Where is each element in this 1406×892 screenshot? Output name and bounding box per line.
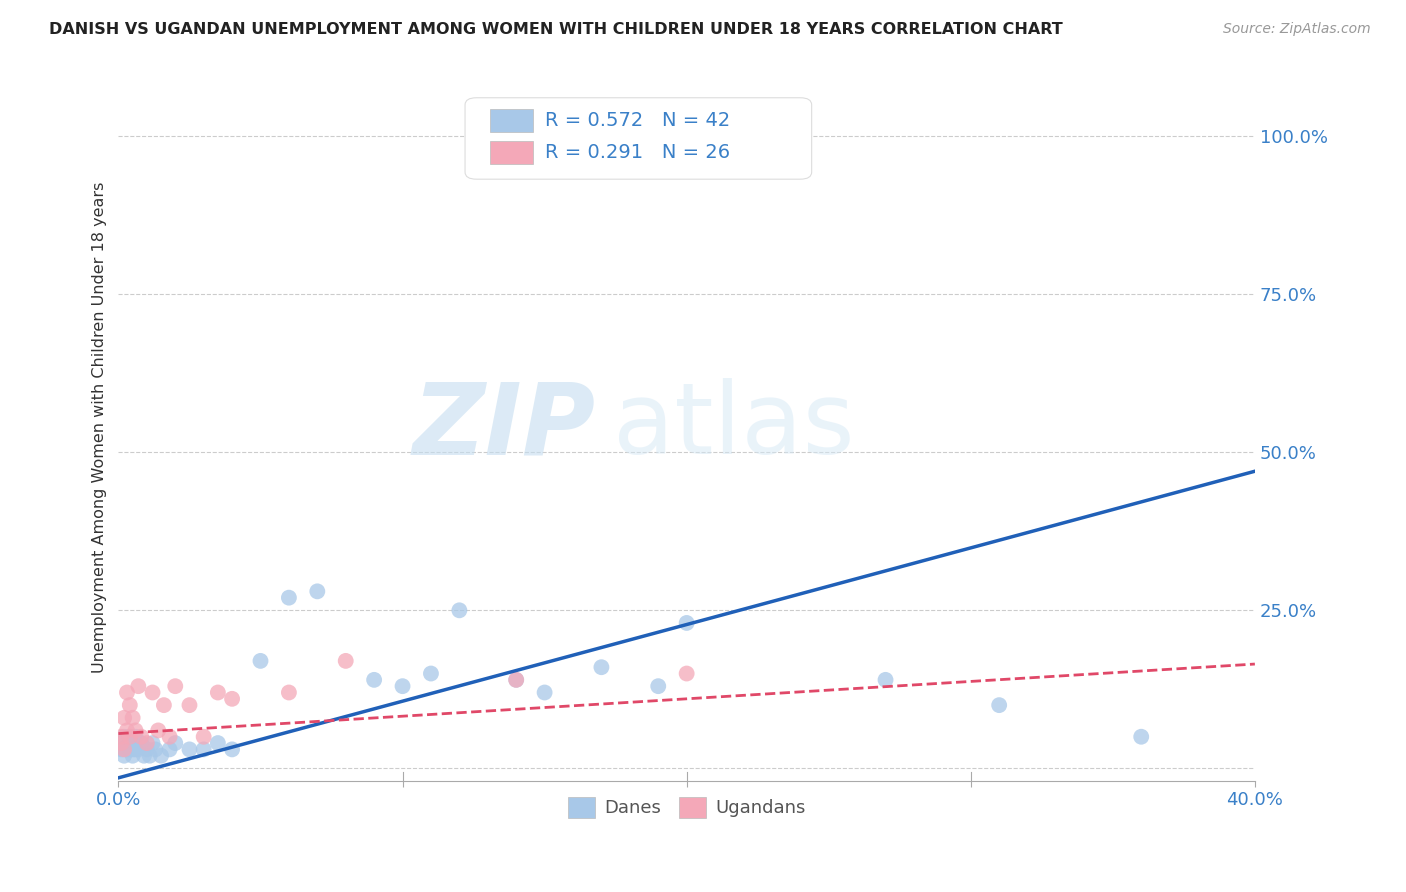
Point xyxy=(135,742,157,756)
Point xyxy=(127,679,149,693)
Point xyxy=(363,673,385,687)
Y-axis label: Unemployment Among Women with Children Under 18 years: Unemployment Among Women with Children U… xyxy=(93,181,107,673)
Text: Source: ZipAtlas.com: Source: ZipAtlas.com xyxy=(1223,22,1371,37)
Point xyxy=(112,748,135,763)
Point xyxy=(420,666,443,681)
Text: R = 0.572   N = 42: R = 0.572 N = 42 xyxy=(544,111,730,130)
Text: DANISH VS UGANDAN UNEMPLOYMENT AMONG WOMEN WITH CHILDREN UNDER 18 YEARS CORRELAT: DANISH VS UGANDAN UNEMPLOYMENT AMONG WOM… xyxy=(49,22,1063,37)
Point xyxy=(505,673,527,687)
Text: atlas: atlas xyxy=(613,378,855,475)
Point xyxy=(112,730,135,744)
Point xyxy=(118,742,141,756)
Point xyxy=(391,679,413,693)
Point xyxy=(145,742,167,756)
Text: R = 0.291   N = 26: R = 0.291 N = 26 xyxy=(544,143,730,161)
Point xyxy=(675,666,697,681)
Point xyxy=(179,742,201,756)
Point xyxy=(129,730,152,744)
Point xyxy=(159,742,181,756)
Point xyxy=(193,742,215,756)
Point xyxy=(277,685,299,699)
Point xyxy=(110,736,132,750)
Point xyxy=(121,736,143,750)
Text: ZIP: ZIP xyxy=(413,378,596,475)
Legend: Danes, Ugandans: Danes, Ugandans xyxy=(561,789,813,825)
Point xyxy=(277,591,299,605)
Point xyxy=(165,736,187,750)
Point xyxy=(647,679,669,693)
Point xyxy=(121,742,143,756)
Point xyxy=(110,730,132,744)
Point xyxy=(159,730,181,744)
Point xyxy=(138,748,160,763)
Point xyxy=(132,748,155,763)
FancyBboxPatch shape xyxy=(491,141,533,164)
Point xyxy=(193,730,215,744)
Point xyxy=(141,736,163,750)
Point xyxy=(115,742,138,756)
Point xyxy=(335,654,357,668)
Point xyxy=(150,748,173,763)
Point xyxy=(207,736,229,750)
Point xyxy=(505,673,527,687)
FancyBboxPatch shape xyxy=(491,109,533,132)
Point xyxy=(875,673,897,687)
Point xyxy=(121,711,143,725)
Point xyxy=(148,723,170,738)
Point xyxy=(307,584,329,599)
Point xyxy=(449,603,471,617)
Point xyxy=(124,723,146,738)
Point xyxy=(118,698,141,713)
Point xyxy=(221,742,243,756)
Point xyxy=(121,748,143,763)
Point xyxy=(118,730,141,744)
Point xyxy=(115,685,138,699)
Point xyxy=(115,736,138,750)
Point xyxy=(110,736,132,750)
Point xyxy=(115,723,138,738)
Point xyxy=(165,679,187,693)
Point xyxy=(1130,730,1153,744)
Point xyxy=(141,685,163,699)
Point xyxy=(249,654,271,668)
FancyBboxPatch shape xyxy=(465,98,811,179)
Point xyxy=(112,711,135,725)
Point xyxy=(988,698,1011,713)
Point xyxy=(675,615,697,630)
Point xyxy=(127,742,149,756)
Point xyxy=(153,698,176,713)
Point xyxy=(533,685,555,699)
Point xyxy=(591,660,613,674)
Point xyxy=(129,736,152,750)
Point xyxy=(110,742,132,756)
Point xyxy=(124,742,146,756)
Point xyxy=(221,691,243,706)
Point xyxy=(118,730,141,744)
Point xyxy=(207,685,229,699)
Point xyxy=(112,742,135,756)
Point xyxy=(135,736,157,750)
Point xyxy=(179,698,201,713)
Point xyxy=(124,730,146,744)
